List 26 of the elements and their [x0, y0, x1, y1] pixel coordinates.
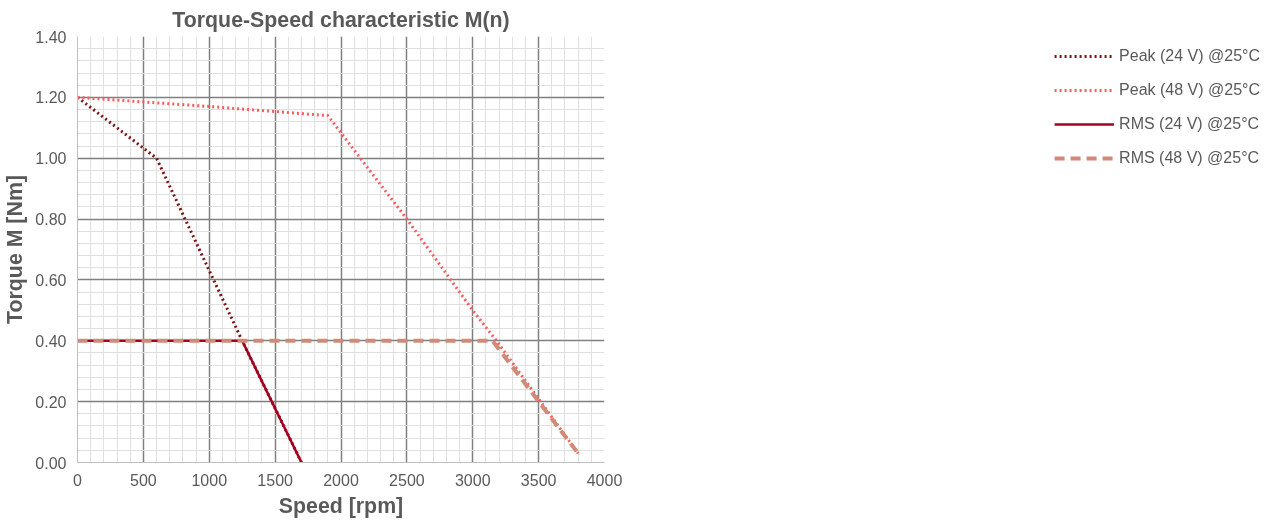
line-series: [77, 95, 303, 463]
x-tick-label: 4000: [586, 471, 623, 489]
x-tick-label: 0: [73, 471, 83, 489]
legend-label: RMS (24 V) @25°C: [1119, 115, 1260, 133]
x-tick-label: 1000: [191, 471, 228, 489]
x-tick-label: 1500: [257, 471, 294, 489]
y-tick-label: 0.80: [35, 211, 67, 229]
y-tick-label: 0.60: [35, 271, 67, 289]
x-tick-label: 500: [130, 471, 157, 489]
y-tick-label: 0.40: [35, 332, 67, 350]
legend-label: Peak (24 V) @25°C: [1119, 47, 1260, 65]
x-axis-title: Speed [rpm]: [278, 493, 404, 518]
y-tick-label: 1.20: [35, 89, 67, 107]
x-tick-label: 2000: [323, 471, 359, 489]
x-tick-label: 2500: [389, 471, 425, 489]
line-series: [77, 95, 580, 455]
legend-label: Peak (48 V) @25°C: [1119, 81, 1260, 99]
y-axis-title: Torque M [Nm]: [3, 175, 28, 324]
y-tick-label: 1.00: [35, 150, 67, 168]
x-tick-label: 3500: [520, 471, 557, 489]
legend-label: RMS (48 V) @25°C: [1119, 149, 1260, 167]
y-tick-label: 1.40: [35, 28, 67, 46]
chart-title: Torque-Speed characteristic M(n): [172, 7, 510, 32]
y-tick-label: 0.20: [35, 393, 67, 411]
x-tick-label: 3000: [454, 471, 491, 489]
y-tick-label: 0.00: [35, 454, 67, 472]
